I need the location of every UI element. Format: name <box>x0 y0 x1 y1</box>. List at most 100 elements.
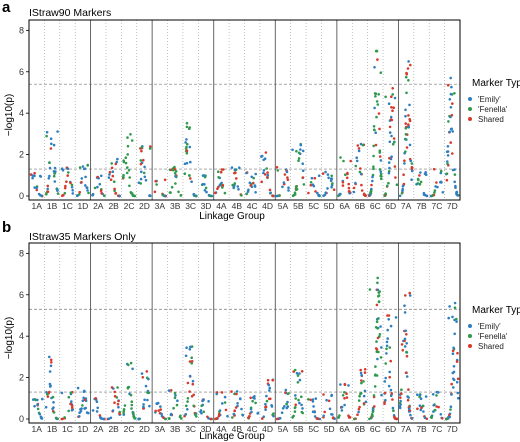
panel-b-data-point <box>449 408 452 411</box>
panel-b-x-tick-label: 3A <box>155 424 166 434</box>
panel-b-data-point <box>456 391 460 395</box>
panel-a-data-point <box>403 137 407 141</box>
panel-a-data-point <box>50 142 53 146</box>
panel-b-x-tick-label: 2A <box>93 424 104 434</box>
panel-a-x-tick-label: 6D <box>385 201 396 211</box>
panel-b-data-point <box>207 417 210 420</box>
panel-b-data-point <box>264 408 267 412</box>
panel-b-data-point <box>185 404 188 408</box>
panel-a-data-point <box>142 158 145 162</box>
panel-a-x-tick-label: 5D <box>324 201 335 211</box>
panel-a-data-point <box>247 188 250 192</box>
panel-a-data-point <box>80 177 84 180</box>
panel-b-data-point <box>401 348 405 352</box>
panel-b-data-point <box>207 400 210 403</box>
panel-b-data-point <box>142 405 145 409</box>
panel-a-data-point <box>249 184 252 187</box>
panel-b-data-point <box>262 415 266 419</box>
panel-b-x-tick-label: 1A <box>31 424 42 434</box>
panel-a-data-point <box>220 168 224 171</box>
panel-a-data-point <box>235 177 238 180</box>
panel-a-data-point <box>76 194 79 198</box>
panel-b-data-point <box>300 403 303 407</box>
panel-b-data-point <box>99 416 102 419</box>
panel-b-data-point <box>359 368 363 372</box>
panel-b-data-point <box>253 397 256 400</box>
panel-a-data-point <box>219 170 223 174</box>
panel-b-legend-swatch-emily <box>468 324 472 328</box>
panel-a-data-point <box>388 131 392 134</box>
panel-b-data-point <box>148 404 151 408</box>
panel-b-data-point <box>160 414 164 418</box>
panel-b-data-point <box>448 413 451 417</box>
panel-a-data-point <box>423 172 427 176</box>
panel-a-data-point <box>269 191 273 195</box>
panel-a-y-tick-label: 6 <box>19 67 24 77</box>
panel-a-data-point <box>96 185 99 189</box>
panel-b-data-point <box>311 410 315 414</box>
panel-b-data-point <box>280 411 284 415</box>
panel-b-data-point <box>91 409 95 412</box>
panel-b-data-point <box>79 408 82 411</box>
panel-a-data-point <box>419 180 423 184</box>
panel-a-data-point <box>143 165 146 169</box>
panel-a-data-point <box>142 171 146 175</box>
panel-a-data-point <box>297 151 301 155</box>
panel-b-data-point <box>48 370 52 373</box>
panel-b-y-tick-label: 2 <box>19 373 24 383</box>
panel-a-data-point <box>254 172 257 176</box>
panel-a-data-point <box>441 191 445 194</box>
panel-b-legend-title: Marker Type <box>472 305 520 316</box>
panel-b-data-point <box>122 408 126 411</box>
panel-a-data-point <box>433 191 436 194</box>
panel-a-data-point <box>376 103 380 106</box>
panel-b-data-point <box>410 417 414 420</box>
panel-b-data-point <box>215 417 219 420</box>
panel-a-data-point <box>390 134 393 138</box>
panel-b-data-point <box>447 316 451 320</box>
panel-a-data-point <box>248 181 252 185</box>
panel-b-data-point <box>169 389 173 392</box>
panel-a-data-point <box>202 174 206 177</box>
panel-a-data-point <box>185 145 188 149</box>
panel-a-data-point <box>78 190 81 194</box>
panel-a-data-point <box>140 146 144 149</box>
panel-b-data-point <box>385 352 388 355</box>
panel-a-data-point <box>184 141 187 144</box>
panel-b-data-point <box>451 315 454 319</box>
panel-a-x-tick-label: 3C <box>185 201 196 211</box>
panel-b-data-point <box>253 395 256 398</box>
panel-b-data-point <box>362 402 366 405</box>
panel-b-data-point <box>70 406 74 410</box>
panel-a-data-point <box>33 186 36 189</box>
panel-b-data-point <box>451 349 455 353</box>
panel-b-data-point <box>370 413 374 416</box>
panel-b-data-point <box>327 399 331 403</box>
panel-b-data-point <box>359 371 363 375</box>
panel-a-data-point <box>172 168 175 172</box>
panel-a-legend-label-emily: 'Emily' <box>478 95 501 104</box>
panel-a-data-point <box>56 130 59 133</box>
panel-a-data-point <box>329 179 333 183</box>
panel-b-data-point <box>69 391 73 395</box>
panel-b-data-point <box>70 408 74 412</box>
panel-b-data-point <box>233 392 236 396</box>
panel-a-data-point <box>66 167 70 170</box>
panel-b-data-point <box>376 276 380 280</box>
panel-a-data-point <box>372 144 376 148</box>
panel-a-data-point <box>128 184 131 188</box>
panel-b-data-point <box>147 391 151 395</box>
panel-b-data-point <box>226 414 229 418</box>
panel-a-data-point <box>295 187 299 191</box>
panel-b-data-point <box>362 394 366 398</box>
panel-b-data-point <box>217 412 221 416</box>
panel-b-data-point <box>268 386 272 390</box>
panel-a-data-point <box>324 191 328 194</box>
panel-a-data-point <box>276 169 280 172</box>
panel-a-data-point <box>408 118 412 121</box>
panel-b-data-point <box>284 388 288 392</box>
panel-b-data-point <box>60 417 64 421</box>
panel-a-data-point <box>66 174 69 177</box>
panel-a-data-point <box>294 185 298 188</box>
panel-b-data-point <box>155 402 159 406</box>
